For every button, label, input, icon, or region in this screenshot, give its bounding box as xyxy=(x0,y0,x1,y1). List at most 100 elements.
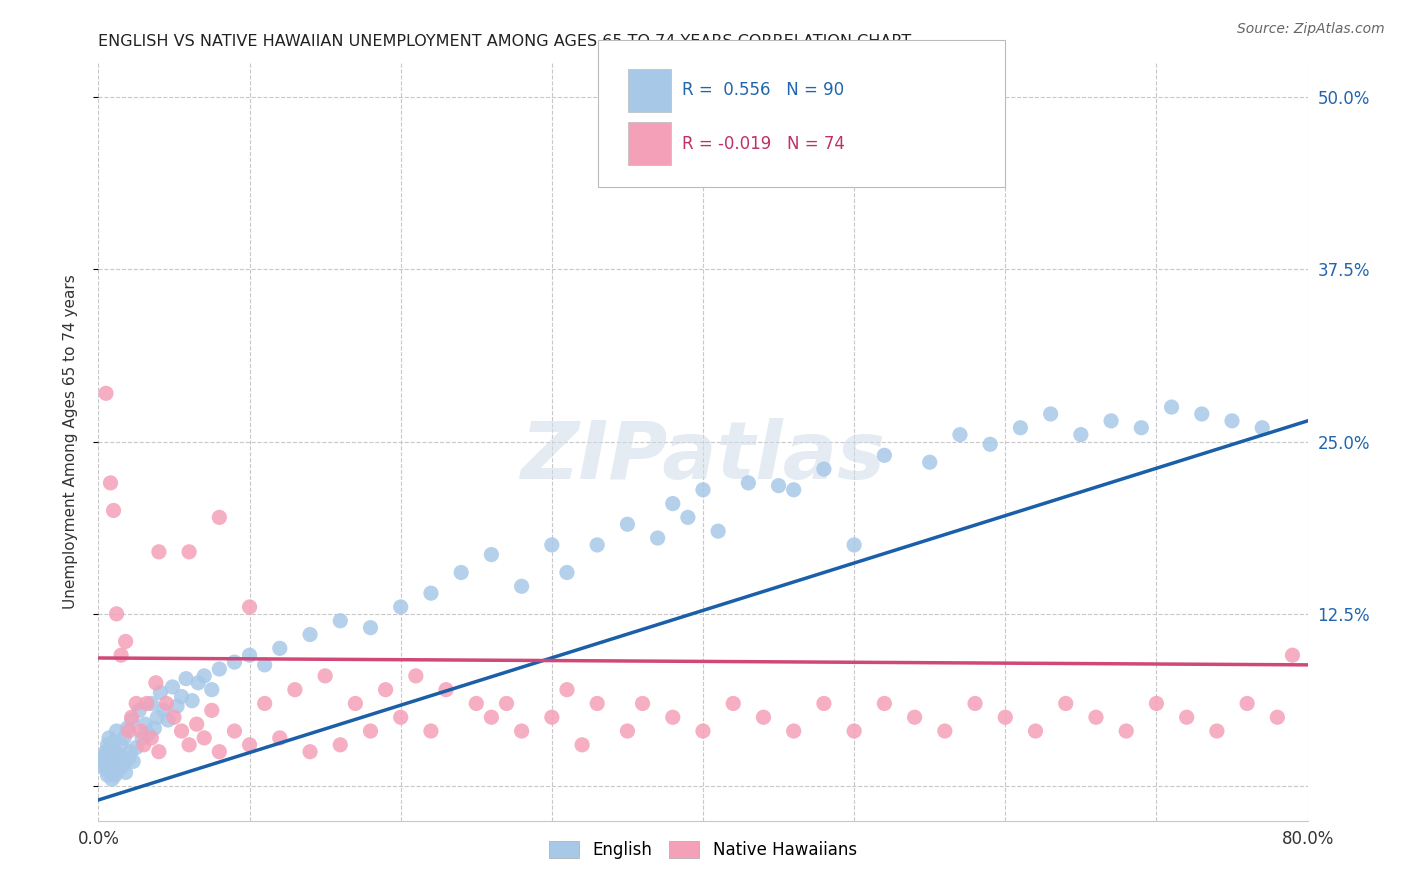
Point xyxy=(94,745,117,759)
Point xyxy=(1130,421,1153,435)
Point xyxy=(134,717,156,731)
Point xyxy=(129,724,152,739)
Point xyxy=(156,713,179,727)
Point xyxy=(661,710,683,724)
Point xyxy=(1054,697,1077,711)
Point xyxy=(389,710,412,724)
Point xyxy=(253,697,276,711)
Point xyxy=(994,710,1017,724)
Point xyxy=(420,724,443,739)
Point xyxy=(1281,648,1303,663)
Point xyxy=(100,475,122,490)
Point xyxy=(420,586,443,600)
Point xyxy=(179,545,201,559)
Point xyxy=(844,538,866,552)
Point xyxy=(269,641,291,656)
Point xyxy=(98,751,121,765)
Point xyxy=(118,751,141,765)
Point xyxy=(360,724,382,739)
Point xyxy=(146,710,169,724)
Point xyxy=(148,745,170,759)
Point xyxy=(314,669,336,683)
Point xyxy=(1191,407,1213,421)
Point xyxy=(131,731,153,745)
Point xyxy=(1010,421,1032,435)
Point xyxy=(510,724,533,739)
Point xyxy=(783,483,806,497)
Point xyxy=(98,731,121,745)
Point xyxy=(162,680,184,694)
Point xyxy=(132,738,155,752)
Point xyxy=(103,751,125,765)
Point xyxy=(495,697,517,711)
Point xyxy=(844,724,866,739)
Point xyxy=(121,713,143,727)
Point xyxy=(465,697,488,711)
Point xyxy=(208,745,231,759)
Point xyxy=(125,697,148,711)
Point xyxy=(949,427,972,442)
Point xyxy=(101,758,124,772)
Point xyxy=(481,548,503,562)
Point xyxy=(299,745,322,759)
Point xyxy=(201,682,224,697)
Point xyxy=(918,455,941,469)
Point xyxy=(201,703,224,717)
Point xyxy=(1251,421,1274,435)
Point xyxy=(1236,697,1258,711)
Point xyxy=(405,669,427,683)
Point xyxy=(299,627,322,641)
Point xyxy=(128,703,150,717)
Point xyxy=(100,740,122,755)
Point xyxy=(540,710,562,724)
Point xyxy=(783,724,806,739)
Point xyxy=(105,607,128,621)
Point xyxy=(1144,697,1167,711)
Point xyxy=(208,510,231,524)
Point xyxy=(103,503,125,517)
Point xyxy=(93,755,115,769)
Point xyxy=(723,697,745,711)
Point xyxy=(152,703,174,717)
Point xyxy=(145,675,167,690)
Point xyxy=(555,682,578,697)
Point xyxy=(737,475,759,490)
Point xyxy=(540,538,562,552)
Point xyxy=(374,682,396,697)
Point xyxy=(110,648,132,663)
Point xyxy=(253,657,276,672)
Point xyxy=(170,724,193,739)
Point xyxy=(239,648,262,663)
Point xyxy=(108,748,131,763)
Point xyxy=(155,697,177,711)
Point xyxy=(1070,427,1092,442)
Point xyxy=(112,731,135,745)
Point xyxy=(934,724,956,739)
Point xyxy=(269,731,291,745)
Point xyxy=(813,462,835,476)
Point xyxy=(96,768,118,782)
Point xyxy=(94,763,117,777)
Point xyxy=(93,748,115,763)
Point xyxy=(166,699,188,714)
Point xyxy=(110,738,132,752)
Point xyxy=(692,483,714,497)
Point xyxy=(181,694,204,708)
Point xyxy=(107,763,129,777)
Point xyxy=(104,745,127,759)
Point xyxy=(616,517,638,532)
Point xyxy=(389,599,412,614)
Point xyxy=(239,599,262,614)
Point xyxy=(114,765,136,780)
Point xyxy=(1039,407,1062,421)
Point xyxy=(208,662,231,676)
Point xyxy=(752,710,775,724)
Point xyxy=(90,751,112,765)
Point xyxy=(965,697,987,711)
Point xyxy=(224,655,246,669)
Point xyxy=(1220,414,1243,428)
Point xyxy=(163,710,186,724)
Point xyxy=(96,738,118,752)
Point xyxy=(676,510,699,524)
Point xyxy=(616,724,638,739)
